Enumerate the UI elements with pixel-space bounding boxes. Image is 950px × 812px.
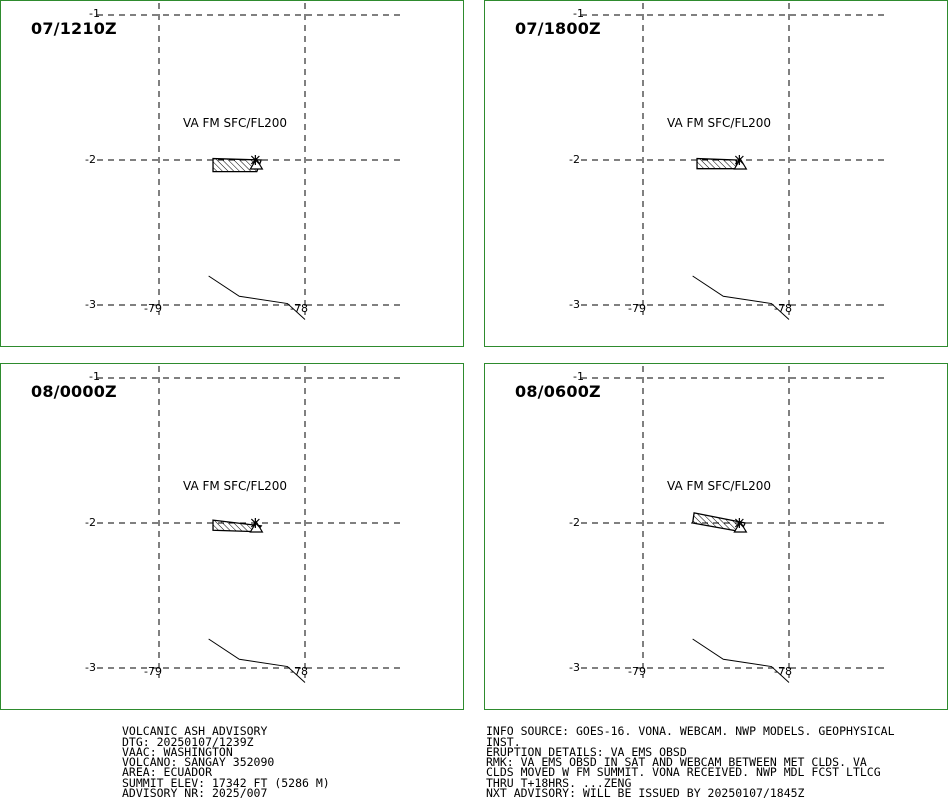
advisory-details-block: INFO SOURCE: GOES-16. VONA. WEBCAM. NWP …	[486, 716, 895, 801]
lat-label-south: -3	[85, 661, 96, 674]
advisory-line: DTG: 20250107/1239Z	[122, 734, 254, 749]
advisory-line: NXT ADVISORY: WILL BE ISSUED BY 20250107…	[486, 786, 805, 801]
panel-time-label: 08/0600Z	[515, 382, 601, 401]
advisory-line: SUMMIT ELEV: 17342 FT (5286 M)	[122, 775, 330, 790]
panel-time-label: 07/1210Z	[31, 19, 117, 38]
volcano-icon	[733, 518, 748, 533]
lon-label-east: -78	[290, 665, 308, 678]
panel-time-label: 08/0000Z	[31, 382, 117, 401]
volcano-icon	[249, 155, 264, 170]
va-height-label: VA FM SFC/FL200	[667, 479, 771, 493]
lat-label-north: -1	[573, 370, 584, 383]
advisory-line: RMK: VA EMS OBSD IN SAT AND WEBCAM BETWE…	[486, 755, 867, 770]
lat-label-north: -1	[573, 7, 584, 20]
coastline	[692, 275, 790, 320]
lat-label-mid: -2	[85, 153, 96, 166]
lon-label-east: -78	[290, 302, 308, 315]
advisory-line: ERUPTION DETAILS: VA EMS OBSD	[486, 744, 687, 759]
va-height-label: VA FM SFC/FL200	[183, 116, 287, 130]
advisory-line: VOLCANO: SANGAY 352090	[122, 755, 275, 770]
forecast-panel-0: 07/1210Z VA FM SFC/FL200 -1 -2 -3 -79 -7…	[0, 0, 464, 347]
panel-time-label: 07/1800Z	[515, 19, 601, 38]
forecast-panel-2: 08/0000Z VA FM SFC/FL200 -1 -2 -3 -79 -7…	[0, 363, 464, 710]
coastline	[208, 638, 306, 683]
map-canvas	[581, 3, 889, 320]
map-canvas	[97, 366, 405, 683]
advisory-line: AREA: ECUADOR	[122, 765, 213, 780]
advisory-line: CLDS MOVED W FM SUMMIT. VONA RECEIVED. N…	[486, 765, 881, 780]
advisory-line: ADVISORY NR: 2025/007	[122, 786, 268, 801]
lon-label-west: -79	[628, 302, 646, 315]
map-canvas	[581, 366, 889, 683]
forecast-panel-3: 08/0600Z VA FM SFC/FL200 -1 -2 -3 -79 -7…	[484, 363, 948, 710]
lat-label-north: -1	[89, 370, 100, 383]
advisory-line: INST.	[486, 734, 521, 749]
coastline	[208, 275, 306, 320]
ash-cloud-polygon	[212, 157, 263, 173]
lat-label-south: -3	[569, 298, 580, 311]
map-canvas	[97, 3, 405, 320]
va-height-label: VA FM SFC/FL200	[667, 116, 771, 130]
forecast-panel-1: 07/1800Z VA FM SFC/FL200 -1 -2 -3 -79 -7…	[484, 0, 948, 347]
lat-label-south: -3	[85, 298, 96, 311]
lat-label-mid: -2	[569, 153, 580, 166]
advisory-line: INFO SOURCE: GOES-16. VONA. WEBCAM. NWP …	[486, 724, 895, 739]
va-height-label: VA FM SFC/FL200	[183, 479, 287, 493]
lat-label-mid: -2	[85, 516, 96, 529]
lat-label-north: -1	[89, 7, 100, 20]
lat-label-south: -3	[569, 661, 580, 674]
lon-label-east: -78	[774, 665, 792, 678]
lon-label-west: -79	[628, 665, 646, 678]
coastline	[692, 638, 790, 683]
lon-label-east: -78	[774, 302, 792, 315]
volcano-icon	[249, 518, 264, 533]
lon-label-west: -79	[144, 665, 162, 678]
volcano-icon	[733, 155, 748, 170]
advisory-header-block: VOLCANIC ASH ADVISORY DTG: 20250107/1239Z…	[122, 716, 330, 801]
advisory-line: VAAC: WASHINGTON	[122, 744, 233, 759]
advisory-line: THRU T+18HRS. ...ZENG	[486, 775, 632, 790]
advisory-line: VOLCANIC ASH ADVISORY	[122, 724, 268, 739]
lon-label-west: -79	[144, 302, 162, 315]
lat-label-mid: -2	[569, 516, 580, 529]
ash-cloud-polygon	[696, 157, 738, 170]
